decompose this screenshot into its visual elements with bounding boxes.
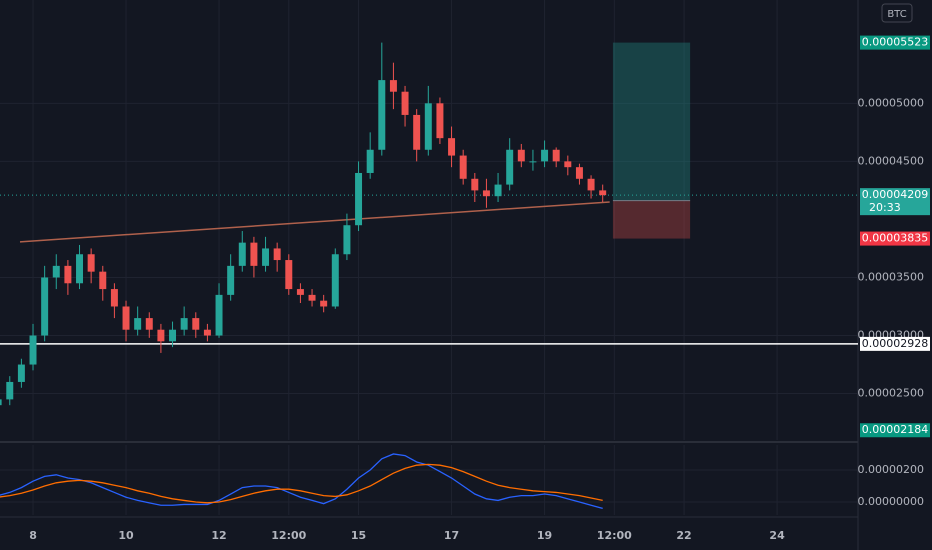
x-tick-label: 22 bbox=[676, 529, 691, 542]
candle-body bbox=[331, 254, 339, 307]
candle-body bbox=[471, 178, 479, 191]
currency-badge bbox=[881, 3, 913, 23]
stop-zone bbox=[612, 200, 691, 239]
candle-body bbox=[436, 103, 444, 139]
price-label-box bbox=[860, 35, 930, 50]
candle-body bbox=[52, 265, 60, 278]
candle-body bbox=[122, 306, 130, 330]
candle-body bbox=[552, 149, 560, 162]
indicator-line bbox=[0, 453, 603, 510]
y-tick-label: 0.00002500 bbox=[858, 387, 924, 400]
y-tick-label: 0.00005000 bbox=[858, 96, 924, 109]
currency: BTC bbox=[887, 9, 906, 20]
candle-body bbox=[541, 149, 549, 162]
y-tick-label: 0.00004500 bbox=[858, 154, 924, 167]
candle-body bbox=[389, 80, 397, 92]
x-tick-label: 15 bbox=[351, 529, 366, 542]
price-label: 0.00003835 bbox=[862, 232, 928, 245]
candle-body bbox=[424, 103, 432, 150]
x-tick-label: 12:00 bbox=[271, 529, 306, 542]
candle-body bbox=[366, 149, 374, 173]
x-tick-label: 19 bbox=[537, 529, 552, 542]
candle-body bbox=[76, 254, 84, 284]
candle-body bbox=[227, 265, 235, 295]
candle-body bbox=[110, 289, 118, 307]
candle-body bbox=[238, 242, 246, 266]
y-tick-label: 0.00000200 bbox=[858, 463, 924, 476]
y-tick-label: 0.00000000 bbox=[858, 495, 924, 508]
candle-body bbox=[273, 248, 281, 261]
x-tick-label: 24 bbox=[769, 529, 785, 542]
candle-body bbox=[64, 265, 72, 284]
candle-body bbox=[564, 161, 572, 168]
candle-body bbox=[355, 172, 363, 226]
countdown: 20:33 bbox=[869, 201, 901, 214]
x-tick-label: 12:00 bbox=[597, 529, 632, 542]
candle-body bbox=[262, 248, 270, 266]
y-tick-label: 0.00003500 bbox=[858, 270, 924, 283]
candle-body bbox=[180, 318, 188, 330]
candle-body bbox=[296, 289, 304, 295]
candle-body bbox=[192, 318, 200, 330]
candle-body bbox=[6, 381, 14, 400]
candle-body bbox=[134, 318, 142, 330]
x-tick-label: 8 bbox=[29, 529, 37, 542]
candle-body bbox=[29, 335, 37, 365]
candle-body bbox=[517, 149, 525, 162]
candle-body bbox=[482, 190, 490, 197]
x-tick-label: 10 bbox=[118, 529, 134, 542]
candle-body bbox=[157, 329, 165, 342]
candle-body bbox=[459, 155, 467, 179]
candle-body bbox=[320, 300, 328, 307]
price-label: 0.00002184 bbox=[862, 423, 928, 436]
price-label-box bbox=[860, 231, 930, 246]
current-price-label: 0.00004209 bbox=[862, 188, 928, 201]
candle-body bbox=[575, 167, 583, 179]
candle-body bbox=[494, 184, 502, 197]
candle-body bbox=[401, 91, 409, 115]
candle-body bbox=[529, 161, 537, 163]
candle-body bbox=[587, 178, 595, 191]
candle-body bbox=[17, 364, 25, 382]
price-label: 0.00005523 bbox=[862, 36, 928, 49]
candle-body bbox=[378, 80, 386, 150]
candle-body bbox=[250, 242, 258, 266]
price-label-box bbox=[860, 423, 930, 438]
x-tick-label: 17 bbox=[444, 529, 459, 542]
indicator-line bbox=[0, 463, 603, 504]
price-label: 0.00002928 bbox=[862, 337, 928, 350]
candle-body bbox=[506, 149, 514, 185]
trend-line bbox=[19, 201, 610, 243]
target-zone bbox=[612, 42, 691, 201]
candle-body bbox=[87, 254, 95, 272]
candle-body bbox=[41, 277, 49, 336]
candle-body bbox=[413, 114, 421, 150]
candle-body bbox=[448, 138, 456, 156]
candle-body bbox=[308, 294, 316, 301]
candle-body bbox=[0, 399, 2, 406]
candle-body bbox=[599, 190, 607, 196]
current-price-box bbox=[860, 188, 930, 216]
price-label-box bbox=[860, 336, 930, 351]
candle-body bbox=[203, 329, 211, 336]
candle-body bbox=[99, 271, 107, 290]
candle-body bbox=[285, 260, 293, 290]
candle-body bbox=[343, 225, 351, 255]
candle-body bbox=[215, 294, 223, 336]
candle-body bbox=[145, 318, 153, 330]
candle-body bbox=[169, 329, 177, 342]
x-tick-label: 12 bbox=[211, 529, 226, 542]
